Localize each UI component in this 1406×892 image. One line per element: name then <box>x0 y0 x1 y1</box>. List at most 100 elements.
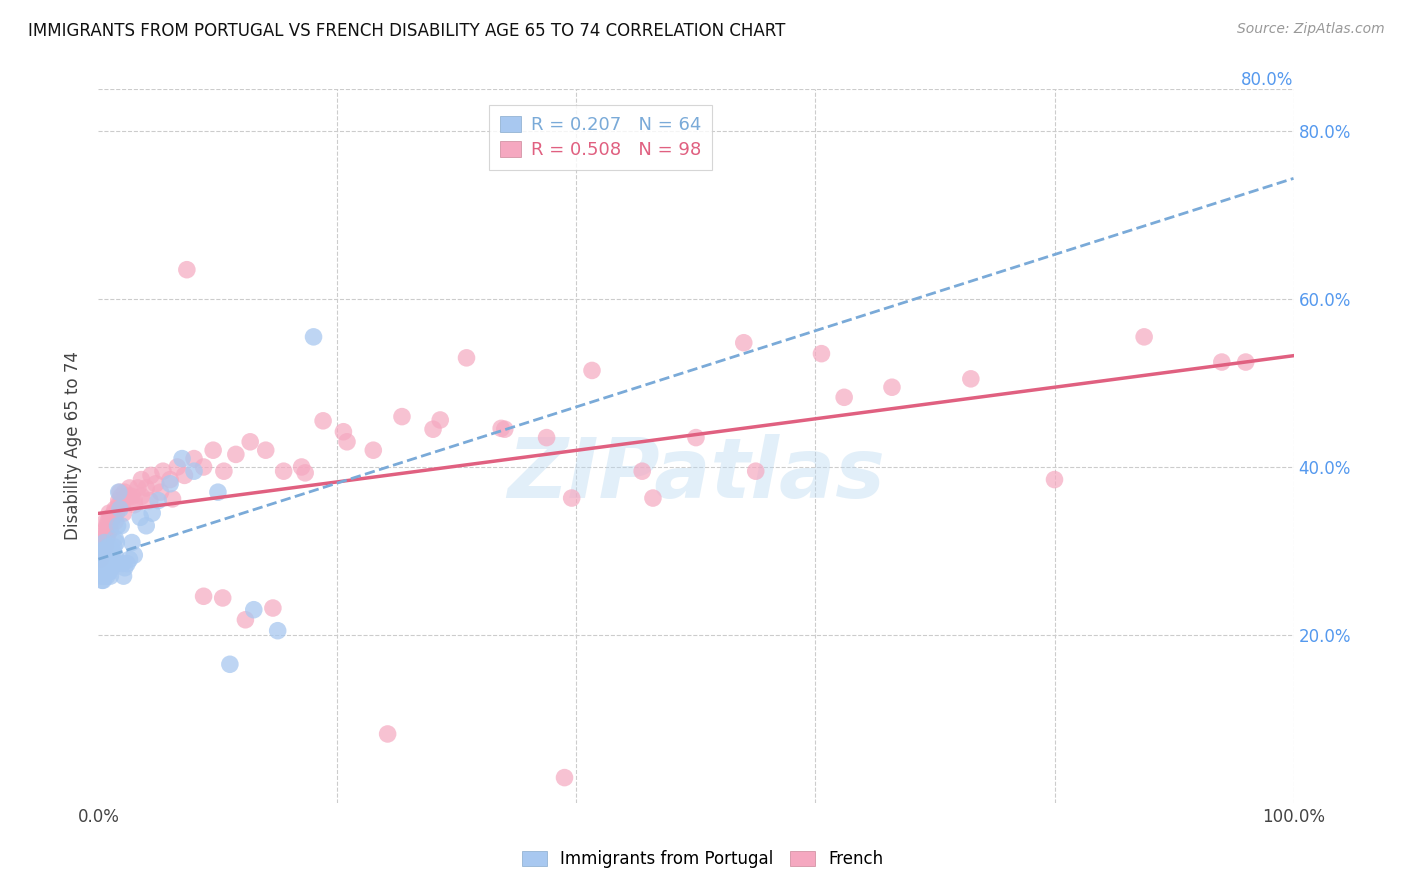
Point <box>112 506 135 520</box>
Point <box>745 464 768 478</box>
Point <box>225 447 247 461</box>
Point <box>90 544 112 558</box>
Point <box>94 544 117 558</box>
Point <box>98 506 121 520</box>
Point <box>96 544 118 558</box>
Point <box>254 443 277 458</box>
Point <box>391 409 413 424</box>
Point <box>129 510 152 524</box>
Point <box>149 485 172 500</box>
Point <box>159 473 181 487</box>
Point <box>193 589 215 603</box>
Point <box>100 548 122 562</box>
Point <box>110 489 132 503</box>
Point <box>93 548 115 562</box>
Point <box>90 552 112 566</box>
Point <box>90 557 112 571</box>
Point <box>291 460 314 475</box>
Point <box>561 491 583 505</box>
Point <box>93 535 115 549</box>
Point <box>97 527 120 541</box>
Point <box>152 464 174 478</box>
Point <box>1133 330 1156 344</box>
Point <box>89 548 111 562</box>
Point <box>98 569 122 583</box>
Point <box>429 413 451 427</box>
Point <box>880 380 903 394</box>
Point <box>104 548 127 562</box>
Text: Source: ZipAtlas.com: Source: ZipAtlas.com <box>1237 22 1385 37</box>
Point <box>235 613 257 627</box>
Point <box>101 544 124 558</box>
Point <box>114 560 136 574</box>
Point <box>97 565 120 579</box>
Point <box>267 624 290 638</box>
Point <box>172 451 194 466</box>
Point <box>110 518 132 533</box>
Point <box>100 560 122 574</box>
Point <box>97 552 120 566</box>
Point <box>89 560 111 574</box>
Point <box>98 523 122 537</box>
Point <box>96 569 118 583</box>
Y-axis label: Disability Age 65 to 74: Disability Age 65 to 74 <box>65 351 83 541</box>
Point <box>631 464 654 478</box>
Point <box>139 493 162 508</box>
Point <box>273 464 295 478</box>
Point <box>332 425 354 439</box>
Point <box>536 431 558 445</box>
Point <box>312 414 335 428</box>
Point <box>127 481 149 495</box>
Point <box>183 451 205 466</box>
Point <box>363 443 385 458</box>
Point <box>685 431 707 445</box>
Point <box>377 727 399 741</box>
Point <box>100 510 122 524</box>
Point <box>94 565 117 579</box>
Point <box>98 518 121 533</box>
Point <box>94 557 117 571</box>
Point <box>91 574 114 588</box>
Point <box>108 485 131 500</box>
Point <box>262 601 284 615</box>
Point <box>124 548 146 562</box>
Point <box>91 560 114 574</box>
Point <box>105 557 128 571</box>
Point <box>94 515 117 529</box>
Point <box>96 518 118 533</box>
Point <box>121 535 143 549</box>
Point <box>959 372 981 386</box>
Point <box>166 460 188 475</box>
Point <box>98 544 122 558</box>
Point <box>141 506 163 520</box>
Point <box>118 481 141 495</box>
Point <box>91 535 114 549</box>
Point <box>91 544 114 558</box>
Point <box>103 540 125 554</box>
Point <box>336 434 359 449</box>
Point <box>139 468 162 483</box>
Point <box>107 493 129 508</box>
Legend: R = 0.207   N = 64, R = 0.508   N = 98: R = 0.207 N = 64, R = 0.508 N = 98 <box>489 105 711 169</box>
Point <box>96 532 118 546</box>
Point <box>98 565 121 579</box>
Point <box>98 540 121 554</box>
Point <box>107 502 129 516</box>
Point <box>112 569 135 583</box>
Point <box>212 464 235 478</box>
Point <box>97 540 120 554</box>
Point <box>89 548 111 562</box>
Point <box>97 523 120 537</box>
Point <box>135 518 157 533</box>
Point <box>93 527 115 541</box>
Text: ZIPatlas: ZIPatlas <box>508 434 884 515</box>
Point <box>219 657 242 672</box>
Point <box>159 476 181 491</box>
Point <box>93 569 115 583</box>
Point <box>176 262 198 277</box>
Point <box>103 557 125 571</box>
Point <box>94 523 117 537</box>
Point <box>91 540 114 554</box>
Point <box>96 557 118 571</box>
Point <box>1234 355 1257 369</box>
